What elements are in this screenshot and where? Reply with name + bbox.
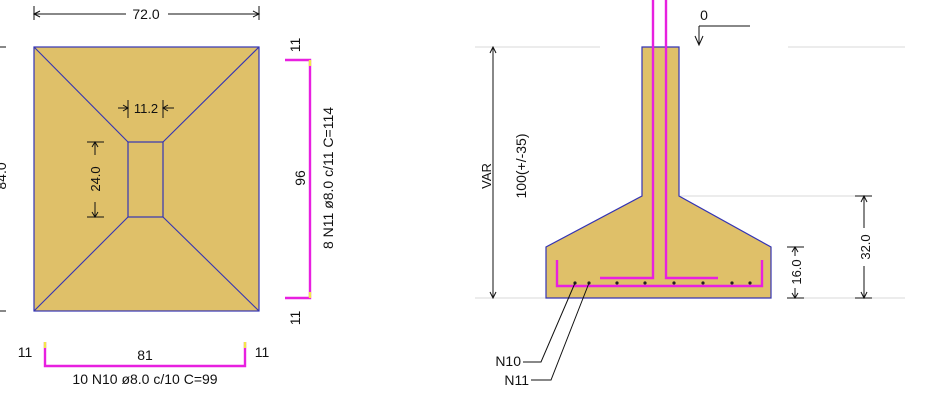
rebar-n10-shape xyxy=(43,342,247,368)
var-height-label: VAR xyxy=(479,163,494,189)
rebar-n11-hook-bottom: 11 xyxy=(287,311,303,326)
rebar-n11-shape xyxy=(285,58,312,300)
rebar-n10-plan: 11 81 11 10 N10 ø8.0 c/10 C=99 xyxy=(18,342,270,387)
callout-n11: N11 xyxy=(504,372,529,388)
rebar-n11-spec: 8 N11 ø8.0 c/11 C=114 xyxy=(320,107,336,249)
var-height-dimension xyxy=(489,45,497,300)
rebar-n11-hook-top: 11 xyxy=(287,38,303,53)
pedestal-width-label: 11.2 xyxy=(134,101,158,116)
pedestal-height-dimension xyxy=(87,141,104,218)
level-label: 0 xyxy=(700,7,708,23)
height-dim-label: 84.0 xyxy=(0,162,9,189)
footing-section xyxy=(545,46,772,299)
bar-callouts xyxy=(523,282,590,381)
column-rebars xyxy=(600,0,718,280)
rebar-n10-hook-right: 11 xyxy=(255,344,270,360)
plan-view: 72.0 84.0 11.2 24.0 xyxy=(0,6,261,312)
level-marker xyxy=(694,25,750,47)
rebar-n11-plan: 11 96 8 N11 ø8.0 c/11 C=114 11 xyxy=(285,38,336,326)
pedestal-width-dimension xyxy=(118,100,174,118)
pedestal-height-label: 24.0 xyxy=(88,166,103,191)
pedestal-plan xyxy=(127,141,164,218)
base-height-dimension xyxy=(787,246,804,299)
rebar-n11-length: 96 xyxy=(292,170,308,186)
rebar-n10-spec: 10 N10 ø8.0 c/10 C=99 xyxy=(72,371,217,387)
rebar-n10-hook-left: 11 xyxy=(18,344,33,360)
base-height-label: 16.0 xyxy=(789,259,804,284)
height-dimension xyxy=(0,46,6,312)
slope-lines xyxy=(33,46,260,312)
callout-n10: N10 xyxy=(495,353,521,369)
height-range-label: 100(+/-35) xyxy=(513,134,529,199)
bottom-mesh-rebar xyxy=(555,260,764,288)
section-view: 0 VAR 100(+/-35) 16.0 32.0 xyxy=(475,0,905,388)
width-dim-label: 72.0 xyxy=(132,6,159,22)
total-height-dimension xyxy=(855,194,872,300)
rebar-n10-length: 81 xyxy=(137,347,153,363)
total-height-label: 32.0 xyxy=(858,234,873,259)
width-dimension xyxy=(32,6,261,20)
